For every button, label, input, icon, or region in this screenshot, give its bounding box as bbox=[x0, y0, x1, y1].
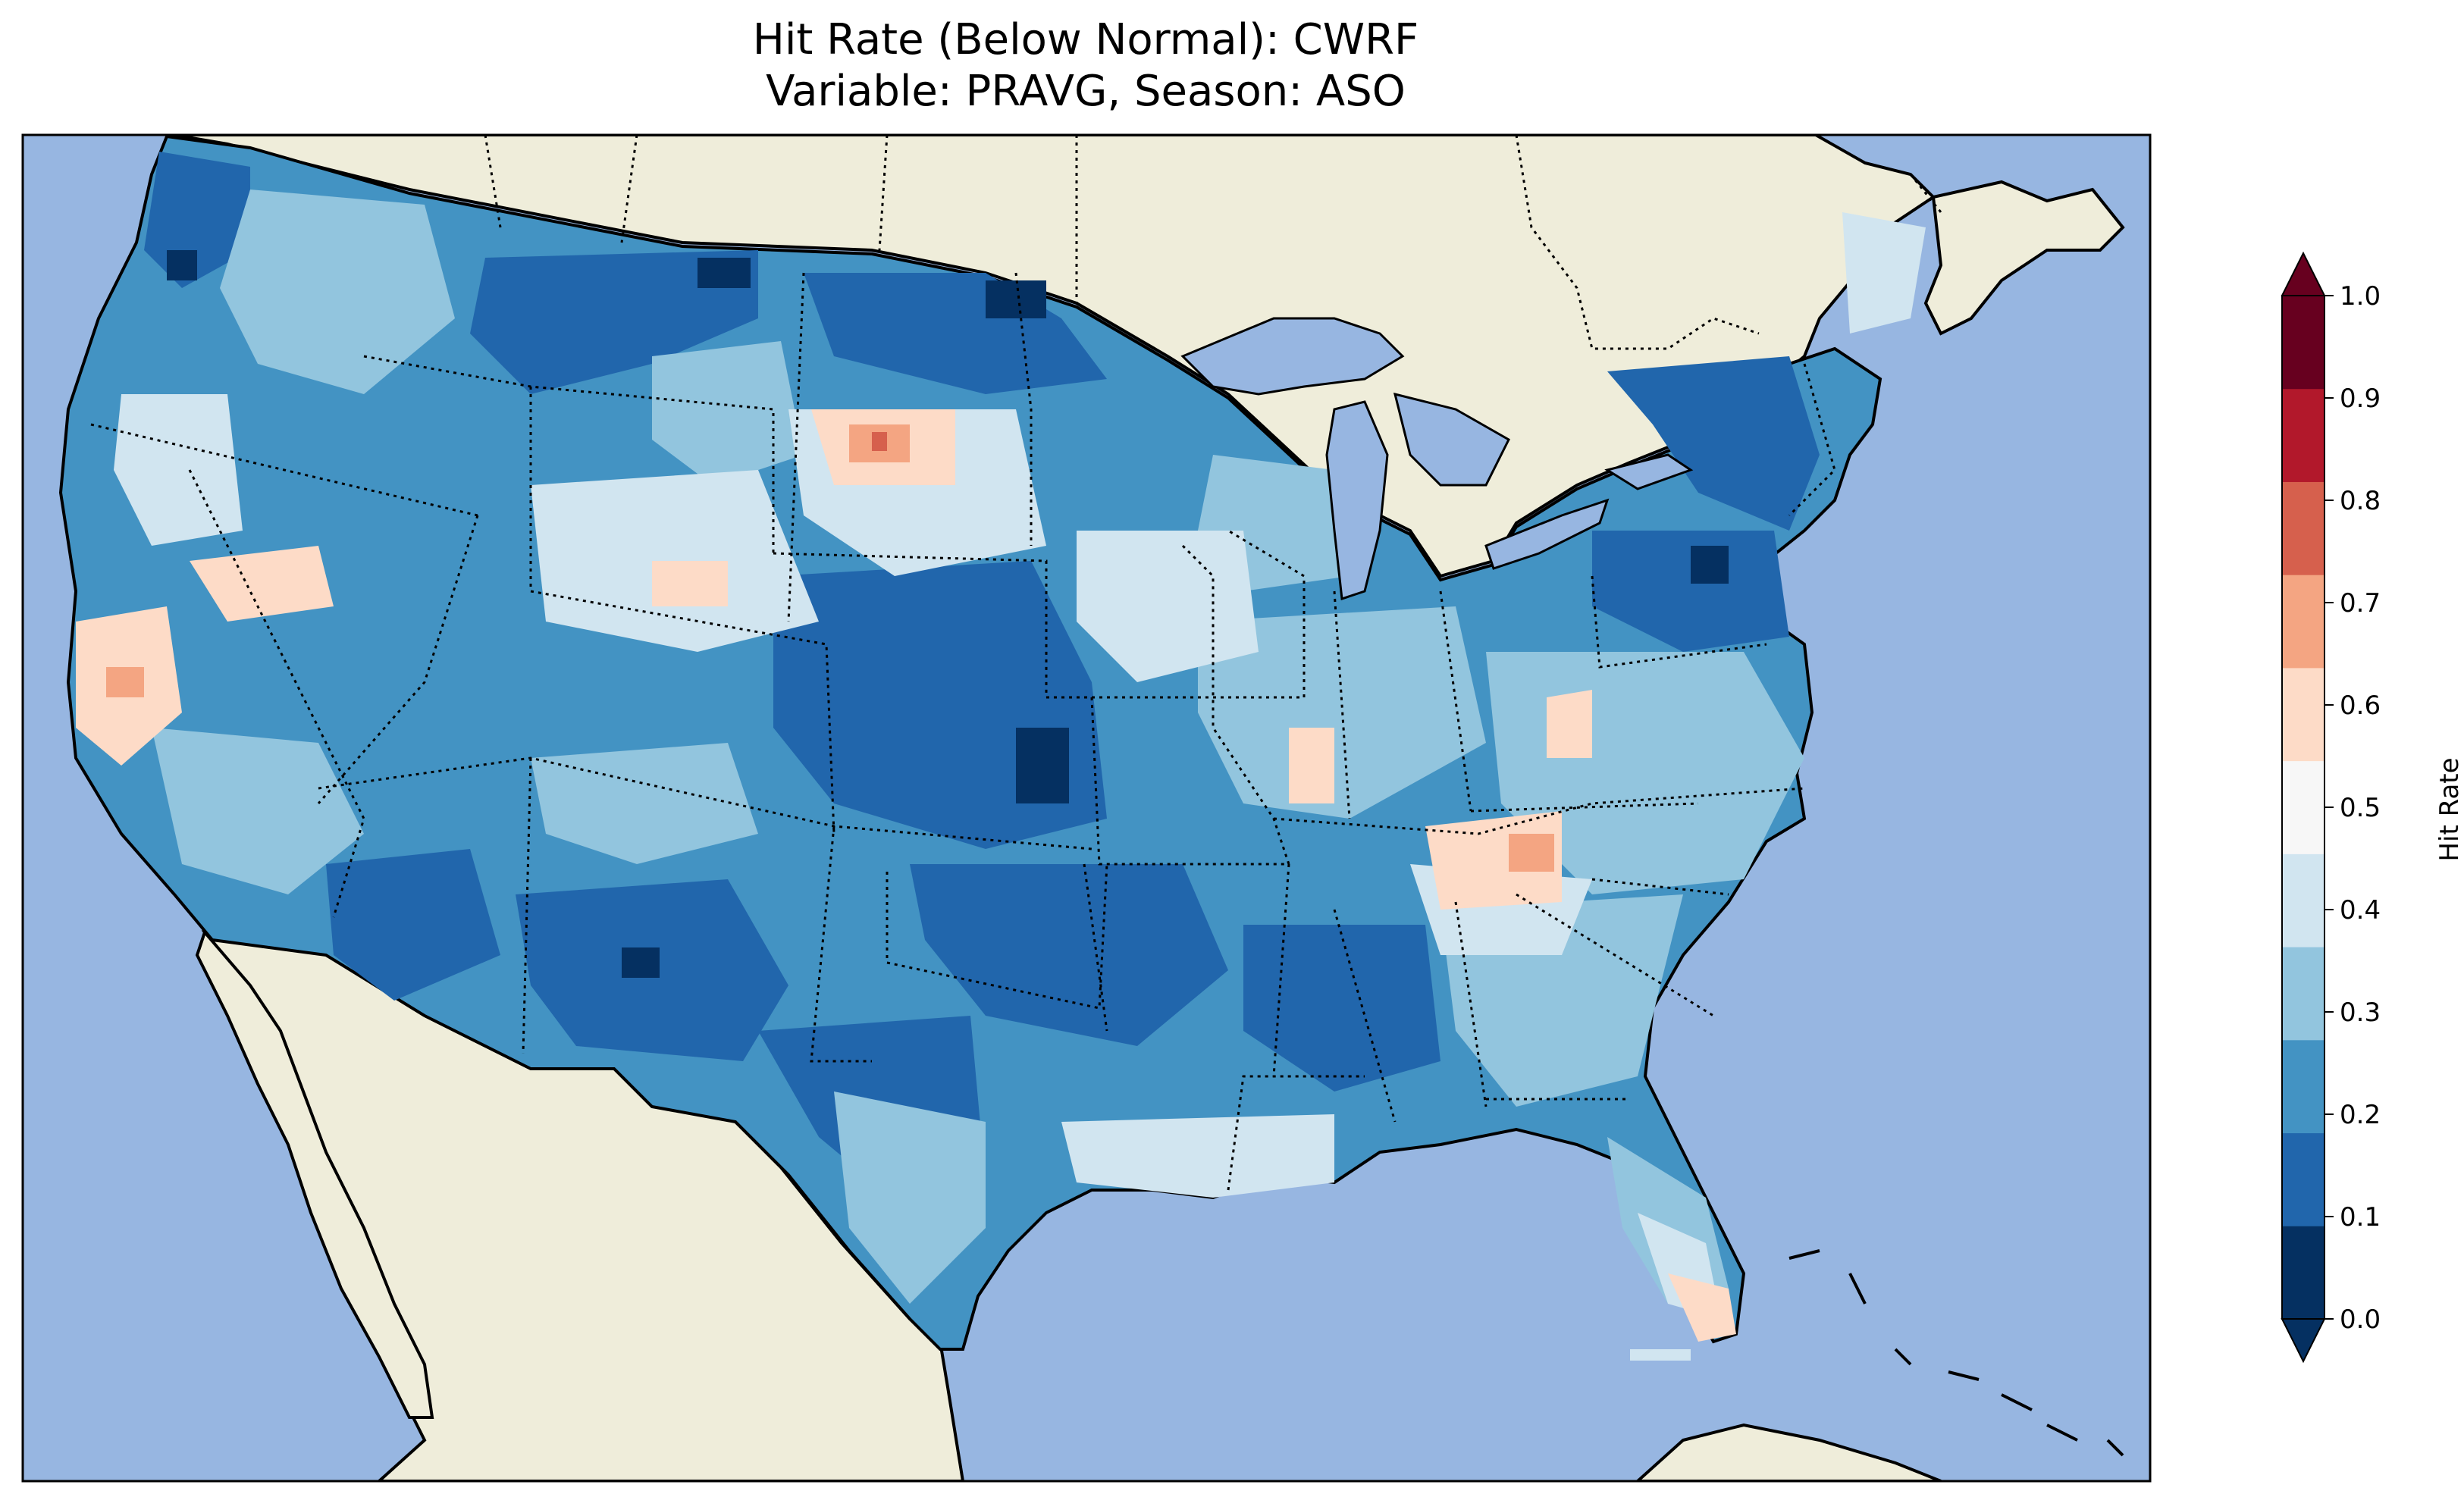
province-borders bbox=[484, 135, 1942, 350]
field-patch bbox=[106, 667, 144, 697]
field-patch bbox=[1547, 690, 1592, 758]
field-patch bbox=[531, 743, 758, 864]
field-patch bbox=[167, 250, 197, 280]
field-patch bbox=[652, 341, 804, 485]
colorbar-swatch bbox=[2282, 667, 2324, 762]
field-patch bbox=[190, 546, 334, 622]
field-patch bbox=[1592, 531, 1789, 652]
colorbar-swatch bbox=[2282, 1132, 2324, 1226]
colorbar-swatch bbox=[2282, 575, 2324, 669]
field-patch bbox=[1077, 531, 1259, 682]
field-patch bbox=[1668, 1273, 1736, 1342]
colorbar-swatch bbox=[2282, 388, 2324, 482]
field-patch bbox=[910, 864, 1228, 1046]
field-patch bbox=[326, 849, 500, 1001]
colorbar-swatch bbox=[2282, 481, 2324, 575]
hit-rate-field bbox=[76, 152, 1926, 1342]
field-patch bbox=[1016, 728, 1069, 803]
colorbar-tick-label: 0.6 bbox=[2340, 691, 2381, 721]
field-patch bbox=[1842, 212, 1926, 334]
colorbar-extend-max bbox=[2281, 251, 2326, 296]
field-patch bbox=[1691, 546, 1729, 584]
field-patch bbox=[1289, 728, 1334, 803]
field-patch bbox=[1607, 356, 1820, 531]
map-subtitle: Variable: PRAVG, Season: ASO bbox=[766, 67, 1406, 116]
colorbar-label: Hit Rate bbox=[2434, 757, 2464, 861]
field-patch bbox=[1061, 1114, 1334, 1198]
colorbar-tick-label: 0.5 bbox=[2340, 793, 2381, 823]
baja-peninsula bbox=[195, 929, 434, 1419]
colorbar-tick-label: 0.8 bbox=[2340, 486, 2381, 516]
lake-superior bbox=[1180, 317, 1405, 396]
field-patch bbox=[622, 947, 660, 978]
field-patch bbox=[470, 250, 758, 394]
colorbar-swatch bbox=[2282, 1039, 2324, 1134]
state-borders bbox=[90, 272, 1836, 1191]
florida-keys bbox=[1630, 1349, 1691, 1361]
field-patch bbox=[220, 189, 455, 394]
maritimes-land bbox=[1923, 180, 2125, 336]
colorbar-swatch bbox=[2282, 296, 2324, 390]
map-frame bbox=[21, 133, 2152, 1483]
colorbar-tick-label: 1.0 bbox=[2340, 281, 2381, 312]
colorbar-swatch bbox=[2282, 760, 2324, 854]
lake-erie bbox=[1484, 498, 1610, 570]
colorbar-tick-label: 0.7 bbox=[2340, 588, 2381, 619]
colorbar-tick-label: 0.9 bbox=[2340, 384, 2381, 414]
cuba-land bbox=[1635, 1423, 1942, 1481]
lake-ontario bbox=[1604, 453, 1694, 490]
colorbar-swatch bbox=[2282, 1226, 2324, 1320]
field-patch bbox=[114, 394, 243, 546]
field-patch bbox=[152, 728, 364, 894]
field-patch bbox=[872, 432, 887, 451]
lake-huron bbox=[1393, 392, 1510, 487]
bahamas-islands bbox=[1788, 1249, 2124, 1457]
colorbar-tick-label: 0.3 bbox=[2340, 998, 2381, 1028]
map-title: Hit Rate (Below Normal): CWRF bbox=[752, 15, 1419, 64]
field-patch bbox=[1509, 834, 1554, 872]
colorbar-tick-label: 0.1 bbox=[2340, 1202, 2381, 1232]
colorbar: 0.0 0.1 0.2 0.3 0.4 0.5 0.6 0.7 0.8 0.9 1.0 Hit Ra… bbox=[2281, 251, 2464, 1364]
colorbar-tick-label: 0.2 bbox=[2340, 1100, 2381, 1130]
colorbar-tick-label: 0.0 bbox=[2340, 1305, 2381, 1335]
colorbar-tick-label: 0.4 bbox=[2340, 895, 2381, 926]
field-patch bbox=[834, 1092, 986, 1304]
field-patch bbox=[1243, 925, 1440, 1092]
colorbar-swatch bbox=[2282, 853, 2324, 947]
field-patch bbox=[698, 258, 751, 288]
lake-michigan bbox=[1325, 400, 1389, 601]
field-patch bbox=[986, 280, 1046, 318]
colorbar-swatch bbox=[2282, 947, 2324, 1041]
colorbar-extend-min bbox=[2281, 1318, 2326, 1364]
field-patch bbox=[652, 561, 728, 606]
